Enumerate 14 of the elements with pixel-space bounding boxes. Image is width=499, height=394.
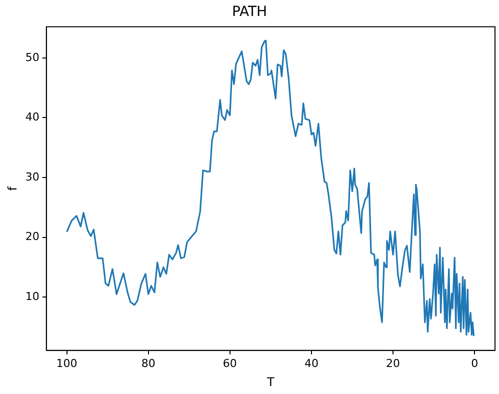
chart-title: PATH [232,4,268,20]
y-tick-label: 10 [25,290,40,304]
y-tick-label: 20 [25,230,40,244]
x-tick-label: 60 [222,356,237,370]
y-axis-title: f [5,186,20,191]
x-tick-label: 0 [471,356,478,370]
y-tick-label: 40 [25,110,40,124]
y-tick-label: 30 [25,170,40,184]
x-axis-title: T [266,374,276,389]
x-tick-label: 40 [304,356,318,370]
x-tick-label: 20 [386,356,400,370]
x-tick-label: 100 [56,356,78,370]
y-tick-label: 50 [25,50,40,64]
x-tick-label: 80 [141,356,156,370]
